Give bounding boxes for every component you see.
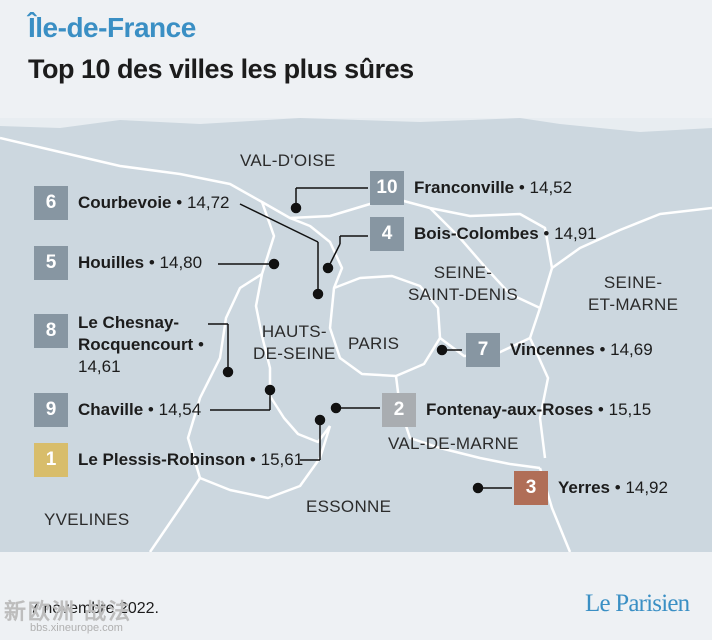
rank-badge: 10 xyxy=(370,171,404,205)
watermark-url: bbs.xineurope.com xyxy=(30,622,123,634)
paris-border xyxy=(328,274,442,378)
map-background xyxy=(0,118,712,552)
city-name: Yerres xyxy=(558,478,610,497)
city-item-chaville: 9 Chaville • 14,54 xyxy=(34,393,201,427)
city-name-line1: Le Chesnay- xyxy=(78,313,180,332)
seine-et-marne-border xyxy=(551,206,712,270)
region-seine-et-marne: SEINE- ET-MARNE xyxy=(588,272,678,316)
region-hauts-de-seine-line2: DE-SEINE xyxy=(253,344,336,363)
rank-badge: 6 xyxy=(34,186,68,220)
city-score: 14,72 xyxy=(186,193,230,212)
city-item-vincennes: 7 Vincennes • 14,69 xyxy=(466,333,653,367)
rank-badge: 2 xyxy=(382,393,416,427)
essonne-border xyxy=(148,425,332,552)
rank-badge: 5 xyxy=(34,246,68,280)
watermark-text: 新欧洲 战法 xyxy=(4,599,133,624)
city-score: 14,54 xyxy=(158,400,202,419)
region-seine-saint-denis-line2: SAINT-DENIS xyxy=(408,285,519,304)
city-name: Houilles xyxy=(78,253,145,272)
region-seine-saint-denis: SEINE- SAINT-DENIS xyxy=(408,262,518,306)
rank-badge: 9 xyxy=(34,393,68,427)
ile-de-france-land xyxy=(0,118,712,552)
rank-badge: 4 xyxy=(370,217,404,251)
city-item-houilles: 5 Houilles • 14,80 xyxy=(34,246,202,280)
region-paris: PARIS xyxy=(348,334,400,353)
city-name: Le Plessis-Robinson xyxy=(78,450,246,469)
city-item-le-plessis-robinson: 1 Le Plessis-Robinson • 15,61 xyxy=(34,443,303,477)
region-seine-et-marne-line2: ET-MARNE xyxy=(588,295,679,314)
region-essonne: ESSONNE xyxy=(306,497,392,516)
city-name: Bois-Colombes xyxy=(414,224,539,243)
region-seine-et-marne-line1: SEINE- xyxy=(603,273,663,292)
le-parisien-logo: Le Parisien xyxy=(585,590,690,617)
rank-badge: 1 xyxy=(34,443,68,477)
city-name: Fontenay-aux-Roses xyxy=(426,400,594,419)
city-score: 14,92 xyxy=(625,478,668,497)
rank-badge: 3 xyxy=(514,471,548,505)
city-score: 14,80 xyxy=(159,253,203,272)
city-item-courbevoie: 6 Courbevoie • 14,72 xyxy=(34,186,229,220)
region-yvelines: YVELINES xyxy=(44,510,130,529)
city-item-fontenay-aux-roses: 2 Fontenay-aux-Roses • 15,15 xyxy=(382,393,651,427)
city-name: Vincennes xyxy=(510,340,595,359)
region-hauts-de-seine-line1: HAUTS- xyxy=(261,322,327,341)
city-name: Courbevoie xyxy=(78,193,172,212)
region-val-d-oise: VAL-D'OISE xyxy=(240,151,336,170)
rank-badge: 8 xyxy=(34,314,68,348)
city-name: Franconville xyxy=(414,178,515,197)
city-score: 15,61 xyxy=(260,450,304,469)
rank-badge: 7 xyxy=(466,333,500,367)
city-score: 14,91 xyxy=(554,224,597,243)
city-score: 14,52 xyxy=(529,178,573,197)
city-item-le-chesnay-rocquencourt: 8 Le Chesnay- Rocquencourt • 14,61 xyxy=(34,312,204,378)
city-score: 14,69 xyxy=(610,340,653,359)
hauts-de-seine-border xyxy=(254,201,331,444)
publication-date: 7 novembre 2022. xyxy=(30,600,159,617)
city-name: Chaville xyxy=(78,400,144,419)
city-score: 14,61 xyxy=(78,357,121,376)
map-title: Île-de-France xyxy=(28,12,196,43)
city-score: 15,15 xyxy=(608,400,652,419)
map-subtitle: Top 10 des villes les plus sûres xyxy=(28,54,414,84)
city-item-franconville: 10 Franconville • 14,52 xyxy=(370,171,572,205)
city-name-line2: Rocquencourt xyxy=(78,335,194,354)
val-d-oise-border xyxy=(0,136,554,309)
region-seine-saint-denis-line1: SEINE- xyxy=(433,263,493,282)
yvelines-border xyxy=(186,272,263,479)
region-val-de-marne: VAL-DE-MARNE xyxy=(388,434,519,453)
region-hauts-de-seine: HAUTS- DE-SEINE xyxy=(253,321,336,365)
city-item-bois-colombes: 4 Bois-Colombes • 14,91 xyxy=(370,217,597,251)
city-item-yerres: 3 Yerres • 14,92 xyxy=(514,471,668,505)
